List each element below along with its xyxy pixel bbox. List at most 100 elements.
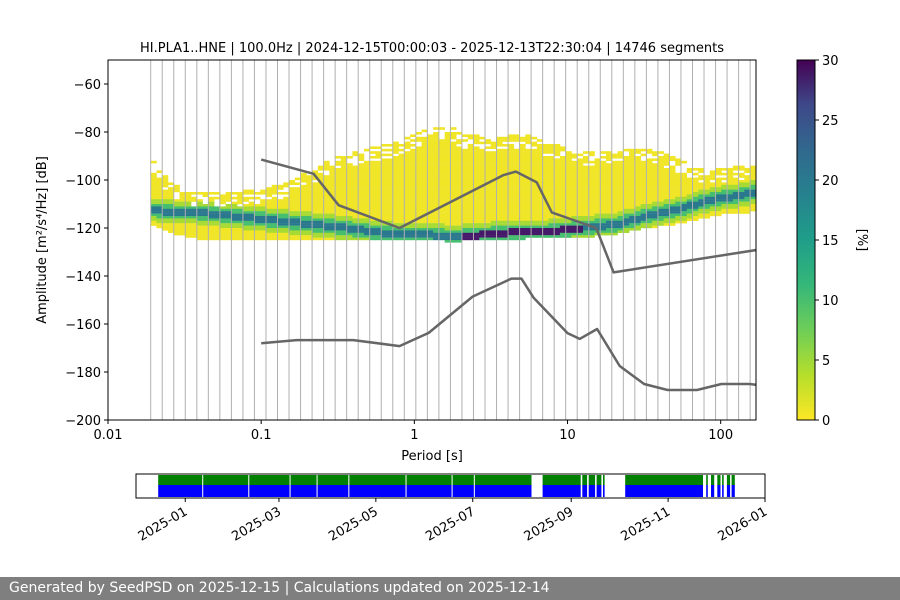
density-cell [709,175,716,178]
density-cell [738,192,745,195]
density-cell [513,184,520,188]
density-cell [571,177,578,181]
density-cell [306,196,313,200]
density-cell [156,177,163,181]
density-cell [704,211,711,214]
density-cell [167,208,175,212]
density-cell [312,196,319,200]
density-cell [698,194,705,197]
timeline-psd-segment [726,485,731,497]
density-cell [352,237,359,241]
density-cell [663,204,670,207]
density-cell [444,182,451,185]
density-cell [680,175,688,178]
density-cell [715,168,722,171]
density-cell [617,201,624,205]
density-cell [254,206,261,209]
density-cell [410,223,417,226]
timeline-data-segment [582,475,588,485]
density-cell [559,206,566,209]
density-cell [242,225,249,229]
density-cell [502,208,509,212]
density-cell [260,189,267,193]
density-cell [565,213,572,217]
density-cell [721,201,728,205]
density-cell [387,172,394,176]
density-cell [750,208,756,212]
density-cell [508,192,515,195]
density-cell [634,158,641,161]
density-cell [369,163,376,166]
density-cell [490,165,497,169]
density-cell [606,199,613,202]
density-cell [456,132,463,135]
density-cell [582,189,590,193]
density-cell [640,160,647,164]
density-cell [542,180,549,183]
density-cell [358,230,365,233]
density-cell [456,151,463,154]
density-cell [600,163,607,166]
density-cell [242,235,249,238]
density-cell [536,160,543,164]
density-cell [196,216,203,219]
density-cell [623,165,630,169]
density-cell [646,218,653,221]
density-cell [387,189,394,193]
density-cell [594,194,601,197]
density-cell [433,182,440,185]
density-cell [536,163,543,166]
density-cell [675,172,682,176]
density-cell [421,220,428,224]
density-cell [652,158,659,161]
timeline-data-segment [711,475,715,485]
density-cell [450,213,457,217]
density-cell [340,204,347,207]
density-cell [369,151,376,154]
density-cell [427,163,434,166]
density-cell [335,189,342,193]
density-cell [669,194,676,197]
density-cell [323,204,330,207]
density-cell [300,232,307,236]
density-cell [415,165,422,169]
density-cell [623,175,630,178]
density-cell [242,220,249,224]
density-cell [317,235,324,238]
density-cell [312,218,319,221]
density-cell [629,148,636,152]
density-cell [646,187,653,190]
density-cell [277,206,284,209]
density-cell [415,199,422,202]
density-cell [542,163,549,166]
density-cell [450,172,457,176]
density-cell [623,163,630,166]
density-cell [398,144,405,147]
density-cell [594,211,601,214]
noise-model-curves [260,158,756,392]
density-cell [346,163,353,166]
density-cell [358,223,365,226]
density-cell [473,223,480,226]
density-cell [669,199,676,202]
density-cell [358,201,365,205]
density-cell [554,172,561,176]
density-cell [634,223,641,226]
density-cell [640,168,647,171]
density-cell [450,237,457,241]
density-cell [479,211,486,214]
density-cell [450,196,457,200]
density-cell [565,177,572,181]
density-cell [467,165,474,169]
density-cell [456,192,463,195]
density-cell [191,235,198,238]
density-cell [438,141,445,145]
density-cell [191,211,198,214]
density-cell [559,165,566,169]
density-cell [289,232,296,236]
density-cell [248,228,255,231]
density-cell [727,199,734,202]
density-cell [559,213,566,217]
density-cell [427,235,434,238]
density-cell [738,180,745,183]
